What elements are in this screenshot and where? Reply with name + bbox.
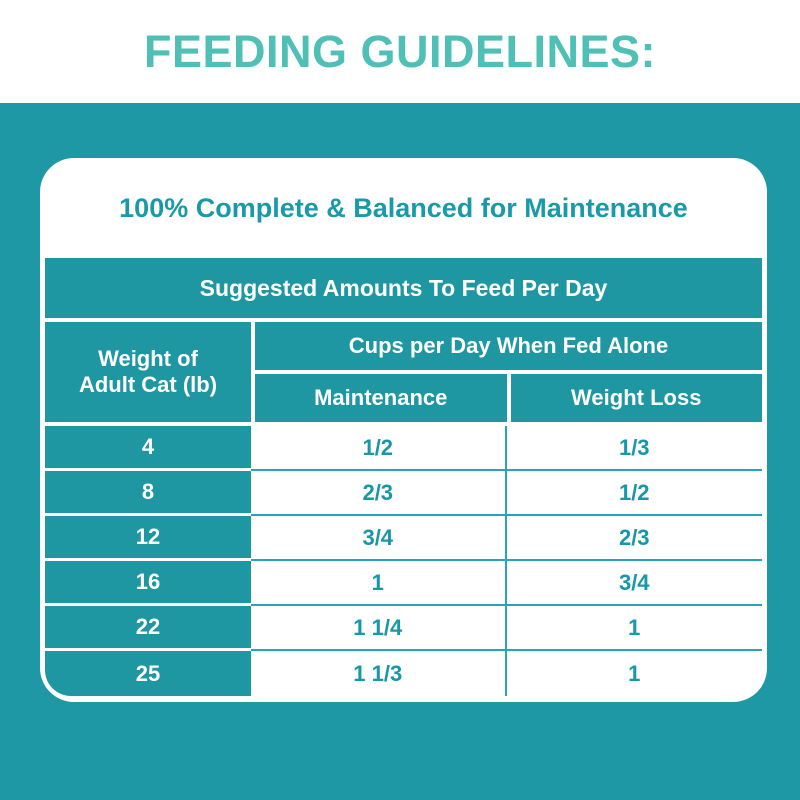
sub-headers: Maintenance Weight Loss: [255, 374, 762, 422]
maintenance-cell: 3/4: [251, 516, 507, 561]
table-header-row: Weight of Adult Cat (lb) Cups per Day Wh…: [45, 322, 762, 422]
page-title: FEEDING GUIDELINES:: [143, 25, 657, 77]
maintenance-cell: 1 1/3: [251, 651, 507, 696]
weight-cell: 16: [45, 561, 251, 606]
table-row: 4 1/2 1/3: [45, 426, 762, 471]
header-band: FEEDING GUIDELINES:: [0, 0, 800, 103]
maintenance-cell: 1/2: [251, 426, 507, 471]
weight-header-line2: Adult Cat (lb): [78, 372, 218, 397]
group-header: Cups per Day When Fed Alone: [255, 322, 762, 370]
table-row: 8 2/3 1/2: [45, 471, 762, 516]
weight-header-line1: Weight of: [98, 346, 198, 372]
cups-header-group: Cups per Day When Fed Alone Maintenance …: [255, 322, 762, 422]
table-row: 16 1 3/4: [45, 561, 762, 606]
maintenance-cell: 1 1/4: [251, 606, 507, 651]
table-body: 4 1/2 1/3 8 2/3 1/2 12 3/4 2/3 16 1 3/4 …: [45, 426, 762, 696]
feeding-table: Suggested Amounts To Feed Per Day Weight…: [40, 258, 767, 702]
weight-loss-cell: 2/3: [506, 516, 762, 561]
maintenance-cell: 2/3: [251, 471, 507, 516]
weight-loss-cell: 1/3: [506, 426, 762, 471]
table-row: 12 3/4 2/3: [45, 516, 762, 561]
weight-cell: 22: [45, 606, 251, 651]
weight-cell: 25: [45, 651, 251, 696]
maintenance-cell: 1: [251, 561, 507, 606]
card-heading: 100% Complete & Balanced for Maintenance: [119, 192, 688, 223]
weight-loss-column-header: Weight Loss: [510, 374, 762, 422]
feeding-card: 100% Complete & Balanced for Maintenance…: [40, 158, 767, 702]
weight-cell: 4: [45, 426, 251, 471]
table-row: 25 1 1/3 1: [45, 651, 762, 696]
weight-loss-cell: 1/2: [506, 471, 762, 516]
weight-loss-cell: 1: [506, 651, 762, 696]
weight-cell: 12: [45, 516, 251, 561]
weight-column-header: Weight of Adult Cat (lb): [45, 322, 251, 422]
table-row: 22 1 1/4 1: [45, 606, 762, 651]
weight-cell: 8: [45, 471, 251, 516]
maintenance-column-header: Maintenance: [255, 374, 507, 422]
weight-loss-cell: 3/4: [506, 561, 762, 606]
weight-loss-cell: 1: [506, 606, 762, 651]
table-title: Suggested Amounts To Feed Per Day: [45, 258, 762, 318]
